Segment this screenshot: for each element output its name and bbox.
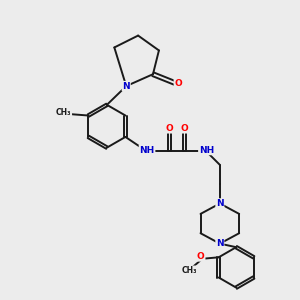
Text: N: N [216, 239, 224, 248]
Text: CH₃: CH₃ [182, 266, 197, 275]
Text: O: O [180, 124, 188, 133]
Text: N: N [216, 199, 224, 208]
Text: NH: NH [140, 146, 155, 154]
Text: O: O [165, 124, 173, 133]
Text: CH₃: CH₃ [56, 108, 71, 117]
Text: O: O [197, 252, 205, 261]
Text: O: O [174, 79, 182, 88]
Text: N: N [122, 82, 130, 91]
Text: NH: NH [199, 146, 214, 154]
